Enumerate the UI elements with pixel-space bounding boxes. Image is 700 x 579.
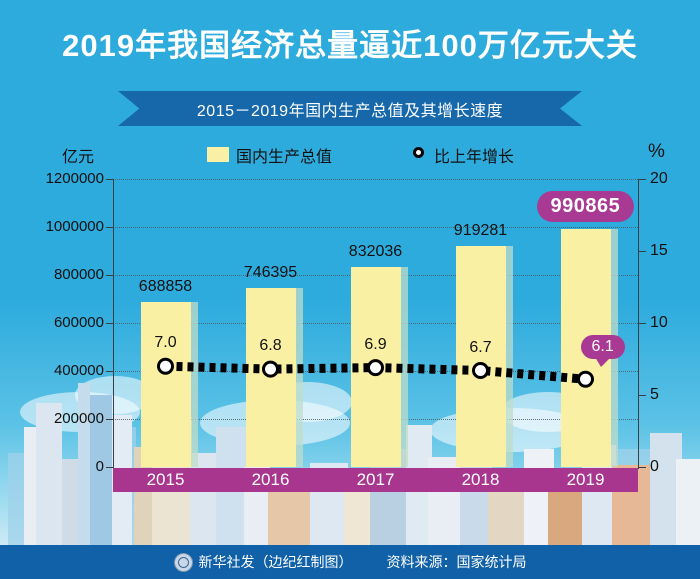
left-axis-line — [113, 179, 114, 469]
left-axis-unit-label: 亿元 — [62, 149, 95, 166]
left-axis-tick-label: 200000 — [53, 410, 104, 427]
growth-value-label: 6.8 — [259, 337, 282, 355]
legend-marker-growth-icon — [413, 147, 424, 158]
left-axis-tick — [106, 419, 114, 420]
footer-credit-text: 新华社发（边纪红制图） — [198, 554, 353, 570]
subtitle-ribbon: 2015－2019年国内生产总值及其增长速度 — [118, 91, 582, 126]
growth-value-label: 6.9 — [364, 335, 387, 353]
growth-value-label: 6.7 — [469, 338, 492, 356]
right-axis-line — [638, 179, 639, 469]
left-axis-tick — [106, 227, 114, 228]
x-axis-label: 2019 — [566, 470, 605, 489]
x-axis-label: 2016 — [251, 470, 290, 489]
growth-point-marker — [472, 362, 489, 379]
bar-value-badge: 990865 — [536, 191, 635, 223]
subtitle-text: 2015－2019年国内生产总值及其增长速度 — [196, 102, 504, 120]
growth-line-series — [157, 357, 594, 388]
left-axis-tick-label: 400000 — [53, 362, 104, 379]
left-axis-tick-label: 1000000 — [45, 218, 104, 235]
footer-credit: 新华社发（边纪红制图） — [173, 552, 353, 572]
legend-swatch-gdp — [207, 147, 229, 162]
right-axis-unit-label: % — [648, 141, 665, 162]
bar-value-label: 746395 — [243, 263, 298, 281]
left-axis-tick-label: 0 — [95, 458, 104, 475]
bar-shadow — [505, 246, 513, 467]
bar — [455, 246, 513, 467]
left-axis-tick — [106, 467, 114, 468]
left-axis-tick-label: 800000 — [53, 266, 104, 283]
chart-legend: 亿元 国内生产总值 比上年增长 % — [0, 141, 700, 167]
x-axis-band — [113, 468, 638, 492]
bubble-tail — [594, 357, 611, 368]
growth-point-marker — [367, 359, 384, 377]
growth-value-label: 7.0 — [154, 334, 177, 352]
left-axis-tick-label: 1200000 — [45, 170, 104, 187]
right-axis-tick-label: 0 — [650, 458, 659, 475]
bar-shadow — [190, 301, 198, 467]
footer-source-text: 资料来源：国家统计局 — [386, 554, 527, 570]
growth-point-marker — [262, 360, 279, 378]
bar-value-label: 688858 — [138, 277, 193, 295]
bar-value-label: 919281 — [453, 222, 508, 240]
growth-point-marker — [577, 370, 594, 388]
growth-value-bubble: 6.1 — [580, 335, 625, 368]
gridline — [113, 179, 638, 180]
gridline — [113, 227, 638, 228]
right-axis-tick — [638, 395, 646, 396]
right-axis-tick-label: 5 — [650, 386, 659, 403]
right-axis-tick-label: 10 — [650, 314, 668, 331]
right-axis-tick — [638, 179, 646, 180]
right-axis-tick-label: 20 — [650, 170, 668, 187]
x-axis-label: 2015 — [146, 470, 185, 489]
left-axis-tick-label: 600000 — [53, 314, 104, 331]
left-axis-tick — [106, 275, 114, 276]
right-axis-tick-label: 15 — [650, 242, 668, 259]
x-axis-label: 2018 — [461, 470, 500, 489]
growth-point-marker — [157, 357, 174, 375]
right-axis-tick — [638, 323, 646, 324]
left-axis-tick — [106, 323, 114, 324]
x-axis-label: 2017 — [356, 470, 395, 489]
bar-value-label: 832036 — [348, 243, 403, 261]
xinhua-logo-icon — [173, 552, 193, 572]
right-axis-tick — [638, 251, 646, 252]
bar-shadow — [295, 287, 303, 467]
page-title: 2019年我国经济总量逼近100万亿元大关 — [62, 28, 638, 63]
right-axis-tick — [638, 467, 646, 468]
left-axis-tick — [106, 371, 114, 372]
legend-label-gdp: 国内生产总值 — [236, 149, 333, 166]
bar-shadow — [400, 267, 408, 467]
bar — [140, 301, 198, 467]
left-axis-tick — [106, 179, 114, 180]
legend-label-growth: 比上年增长 — [434, 149, 515, 166]
footer-bar: 新华社发（边纪红制图） 资料来源：国家统计局 — [0, 545, 700, 579]
